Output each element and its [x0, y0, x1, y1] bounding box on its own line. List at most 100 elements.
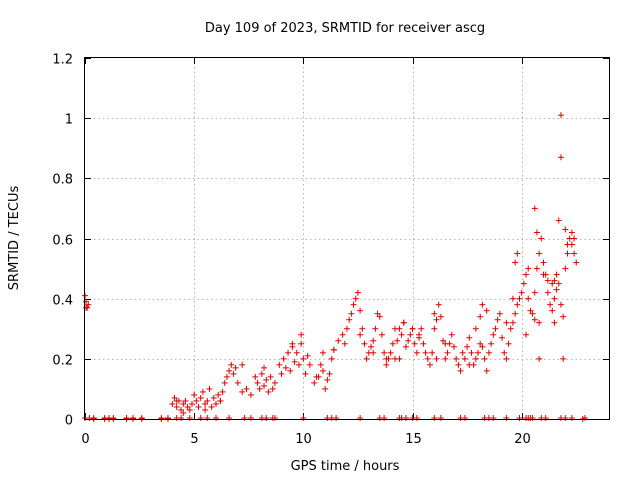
data-point [258, 370, 265, 377]
data-point [344, 325, 350, 332]
data-point [230, 370, 237, 377]
data-point [400, 319, 407, 326]
data-point [431, 310, 438, 317]
data-point [501, 349, 508, 356]
data-point [370, 337, 377, 344]
data-point [457, 367, 464, 374]
data-point [85, 301, 92, 308]
data-point [468, 349, 475, 356]
data-point [339, 331, 346, 338]
data-point [368, 343, 375, 350]
data-point [450, 343, 457, 350]
data-point [523, 331, 530, 338]
data-markers [82, 112, 588, 422]
data-point [557, 154, 564, 161]
data-point [444, 349, 451, 356]
chart-title: Day 109 of 2023, SRMTID for receiver asc… [205, 21, 485, 36]
data-point [402, 343, 409, 350]
data-point [195, 403, 202, 410]
x-tick-label: 0 [81, 432, 89, 447]
data-point [503, 319, 510, 326]
data-point [479, 343, 486, 350]
data-point [553, 286, 560, 293]
data-point [278, 370, 285, 377]
data-point [300, 355, 307, 362]
data-point [540, 271, 547, 278]
data-point [271, 379, 278, 386]
zero-point [516, 415, 523, 421]
y-tick-label: 1 [65, 113, 73, 128]
data-point [293, 349, 300, 356]
zero-point [123, 415, 130, 421]
data-point [503, 355, 510, 362]
data-point [413, 349, 420, 356]
data-point [370, 349, 377, 356]
data-point [477, 340, 484, 347]
data-point [252, 373, 259, 380]
data-point [350, 301, 357, 308]
data-point [352, 295, 359, 302]
data-point [383, 355, 390, 362]
data-point [389, 340, 396, 347]
data-point [499, 334, 506, 341]
data-point [485, 349, 492, 356]
data-point [433, 316, 440, 323]
data-point [555, 217, 562, 224]
data-point [280, 355, 287, 362]
data-point [324, 376, 331, 383]
data-point [536, 250, 543, 257]
data-point [488, 340, 495, 347]
data-point [206, 385, 213, 392]
data-point [442, 340, 449, 347]
data-point [387, 349, 394, 356]
data-point [442, 355, 449, 362]
data-point [269, 385, 276, 392]
data-point [226, 367, 233, 374]
data-point [505, 340, 512, 347]
data-point [398, 331, 405, 338]
data-point [483, 307, 490, 314]
data-point [411, 340, 418, 347]
y-tick-label: 0.8 [52, 173, 73, 188]
data-point [509, 295, 516, 302]
data-point [313, 373, 320, 380]
data-point [306, 361, 313, 368]
data-point [289, 340, 296, 347]
zero-point [138, 415, 145, 421]
data-point [551, 319, 558, 326]
data-point [234, 379, 241, 386]
grid-lines [85, 58, 609, 419]
zero-point [437, 415, 444, 421]
zero-point [461, 415, 468, 421]
data-point [520, 280, 527, 287]
zero-point [562, 415, 569, 421]
data-point [472, 355, 479, 362]
x-tick-labels: 0 5 10 15 20 [81, 432, 530, 447]
y-axis-label: SRMTID / TECUs [7, 186, 22, 291]
data-point [357, 307, 364, 314]
data-point [466, 334, 473, 341]
data-point [247, 391, 254, 398]
data-point [221, 379, 228, 386]
data-point [376, 313, 383, 320]
zero-point [247, 415, 254, 421]
data-point [287, 367, 294, 374]
data-point [261, 364, 268, 371]
data-point [346, 316, 353, 323]
zero-point [241, 415, 248, 421]
data-point [173, 403, 180, 410]
data-point [232, 364, 239, 371]
data-point [208, 403, 215, 410]
zero-point [186, 415, 193, 421]
data-point [492, 325, 499, 332]
data-point [263, 376, 270, 383]
data-point [199, 388, 206, 395]
y-tick-label: 1.2 [52, 53, 73, 68]
data-point [322, 385, 329, 392]
zero-point [402, 415, 409, 421]
data-point [459, 349, 466, 356]
zero-point [542, 415, 549, 421]
data-point [516, 295, 523, 302]
data-point [215, 391, 222, 398]
data-point [180, 409, 187, 416]
